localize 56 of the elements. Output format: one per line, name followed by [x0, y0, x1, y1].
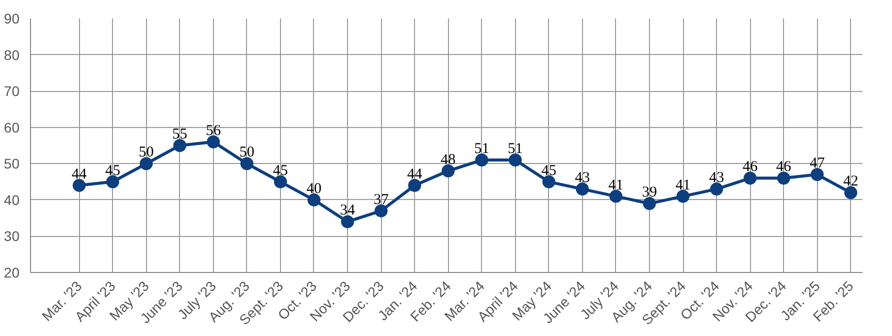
point	[609, 190, 622, 203]
data-label: 45	[105, 162, 120, 179]
point	[408, 178, 422, 192]
y-tick-label: 70	[4, 83, 20, 100]
point	[72, 178, 86, 192]
point	[844, 186, 858, 200]
data-label: 46	[776, 159, 792, 176]
point	[576, 182, 589, 196]
y-tick-label: 50	[4, 156, 20, 172]
data-label: 43	[709, 170, 724, 186]
data-label: 45	[541, 162, 556, 179]
point	[710, 182, 724, 196]
data-label: 37	[374, 192, 390, 208]
data-label: 56	[206, 122, 222, 139]
point	[475, 154, 488, 166]
data-label: 34	[340, 202, 356, 219]
y-tick-label: 90	[4, 10, 20, 26]
data-label: 39	[642, 184, 657, 201]
data-label: 47	[810, 156, 826, 172]
point	[206, 135, 220, 148]
point	[777, 172, 790, 185]
point	[173, 139, 186, 152]
data-label: 42	[843, 174, 858, 190]
data-label: 41	[676, 177, 691, 194]
point	[442, 164, 455, 178]
point	[642, 197, 656, 210]
data-label: 50	[138, 144, 154, 161]
point	[274, 175, 287, 188]
point	[374, 204, 388, 218]
point	[240, 157, 254, 170]
point	[542, 175, 556, 188]
point	[676, 190, 690, 203]
y-tick-label: 20	[4, 264, 20, 280]
data-label: 44	[407, 166, 423, 182]
data-label: 55	[172, 126, 188, 142]
data-label: 46	[742, 159, 758, 176]
data-label: 44	[72, 166, 88, 182]
data-label: 51	[508, 141, 523, 158]
y-tick-label: 60	[4, 119, 20, 136]
data-label: 50	[239, 144, 254, 161]
y-tick-label: 80	[4, 46, 20, 63]
point	[508, 154, 522, 166]
point	[744, 172, 757, 185]
point	[307, 193, 320, 206]
data-label: 40	[306, 180, 322, 197]
data-label: 43	[574, 170, 590, 186]
data-label: 45	[272, 162, 288, 179]
y-tick-label: 30	[4, 228, 20, 244]
point	[140, 157, 153, 170]
data-label: 51	[474, 141, 490, 158]
data-label: 41	[608, 177, 624, 194]
point	[106, 175, 120, 188]
y-tick-label: 40	[4, 192, 20, 208]
data-label: 48	[440, 152, 456, 168]
point	[341, 215, 354, 228]
point	[810, 168, 824, 182]
